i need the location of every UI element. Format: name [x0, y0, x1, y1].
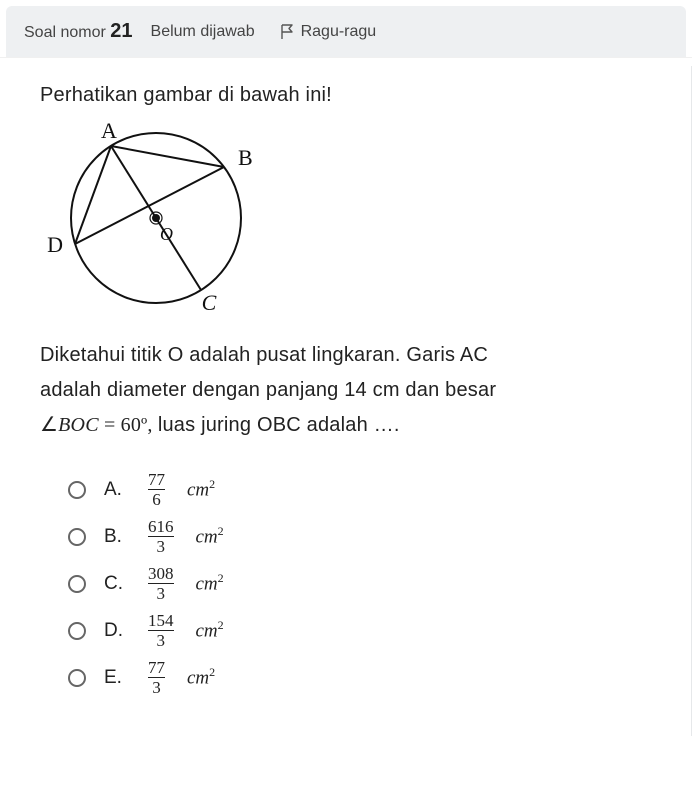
option-row[interactable]: D. 1543 cm2	[68, 612, 652, 649]
option-unit: cm2	[196, 524, 224, 548]
svg-text:O: O	[160, 224, 173, 244]
flag-icon	[281, 24, 295, 40]
option-row[interactable]: A. 776 cm2	[68, 471, 652, 508]
option-fraction: 1543	[148, 612, 174, 649]
option-radio[interactable]	[68, 481, 86, 499]
svg-text:C: C	[202, 290, 217, 315]
flag-label: Ragu-ragu	[301, 23, 377, 41]
option-row[interactable]: C. 3083 cm2	[68, 565, 652, 602]
angle-expression: ∠BOC = 60º,	[40, 414, 158, 436]
option-letter: D.	[104, 620, 126, 642]
svg-text:B: B	[238, 145, 253, 170]
question-description: Diketahui titik O adalah pusat lingkaran…	[40, 338, 652, 443]
option-radio[interactable]	[68, 622, 86, 640]
option-unit: cm2	[196, 571, 224, 595]
question-prompt: Perhatikan gambar di bawah ini!	[40, 84, 652, 107]
option-unit: cm2	[187, 665, 215, 689]
option-unit: cm2	[187, 477, 215, 501]
option-letter: A.	[104, 479, 126, 501]
option-unit: cm2	[196, 618, 224, 642]
option-radio[interactable]	[68, 575, 86, 593]
option-letter: B.	[104, 526, 126, 548]
option-radio[interactable]	[68, 528, 86, 546]
circle-diagram: A B C D O	[46, 113, 652, 328]
option-fraction: 3083	[148, 565, 174, 602]
option-fraction: 776	[148, 471, 165, 508]
option-letter: E.	[104, 667, 126, 689]
svg-text:D: D	[47, 232, 63, 257]
options-list: A. 776 cm2 B. 6163 cm2 C. 3083 cm2 D. 1543 cm2 E. 773…	[40, 471, 652, 696]
flag-toggle[interactable]: Ragu-ragu	[281, 23, 377, 41]
option-fraction: 773	[148, 659, 165, 696]
question-header: Soal nomor 21 Belum dijawab Ragu-ragu	[6, 6, 686, 57]
svg-text:A: A	[101, 118, 117, 143]
answer-status: Belum dijawab	[151, 23, 255, 41]
option-row[interactable]: E. 773 cm2	[68, 659, 652, 696]
option-letter: C.	[104, 573, 126, 595]
option-radio[interactable]	[68, 669, 86, 687]
question-number: 21	[110, 20, 132, 42]
option-fraction: 6163	[148, 518, 174, 555]
option-row[interactable]: B. 6163 cm2	[68, 518, 652, 555]
question-body: Perhatikan gambar di bawah ini! A B C D O Di…	[0, 57, 692, 736]
question-label: Soal nomor 21	[24, 20, 133, 43]
